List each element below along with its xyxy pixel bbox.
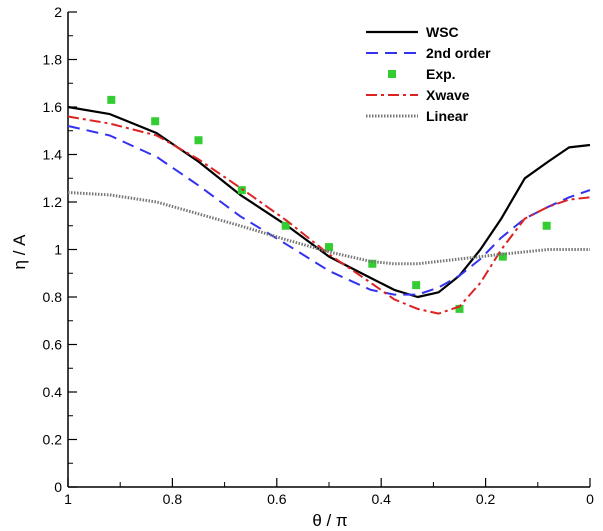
y-tick-label: 2 — [54, 4, 62, 20]
series-line-wsc — [67, 105, 591, 299]
x-axis-label: θ / π — [312, 511, 347, 530]
series-lines — [67, 95, 591, 315]
legend-label-linear: Linear — [426, 108, 469, 124]
data-point-exp — [455, 304, 464, 313]
data-point-exp — [542, 221, 551, 230]
legend-label-xwave: Xwave — [426, 87, 470, 103]
x-tick-label: 0.8 — [163, 491, 183, 507]
y-tick-label: 1.8 — [43, 52, 63, 68]
axis-ticks: 0 0.2 0.4 0.6 0.8 1 1.2 1.4 1.6 1.8 2 1 0.8 0.6 0.4 0.2… — [43, 4, 595, 507]
x-tick-label: 0.2 — [476, 491, 496, 507]
y-tick-label: 1.6 — [43, 99, 63, 115]
y-tick-label: 0.6 — [43, 337, 63, 353]
y-tick-label: 1.2 — [43, 194, 63, 210]
y-tick-label: 1.4 — [43, 147, 63, 163]
legend-label-2nd-order: 2nd order — [426, 45, 491, 61]
data-point-exp — [412, 281, 421, 290]
legend-swatch-exp — [388, 70, 396, 78]
x-tick-label: 1 — [64, 491, 72, 507]
y-tick-label: 0.2 — [43, 432, 63, 448]
x-tick-label: 0.6 — [267, 491, 287, 507]
series-line-2nd-order — [67, 125, 591, 296]
data-point-exp — [151, 117, 160, 126]
legend: WSC 2nd order Exp. Xwave Linear — [366, 24, 491, 124]
y-tick-label: 0.8 — [43, 289, 63, 305]
y-tick-label: 0 — [54, 479, 62, 495]
data-point-exp — [498, 252, 507, 261]
y-tick-label: 1 — [54, 242, 62, 258]
series-line-xwave — [67, 115, 591, 315]
legend-label-wsc: WSC — [426, 24, 459, 40]
series-line-linear — [67, 191, 590, 266]
y-axis-label: η / A — [10, 234, 29, 270]
data-point-exp — [107, 95, 116, 104]
data-point-exp — [237, 186, 246, 195]
legend-label-exp: Exp. — [426, 66, 456, 82]
data-point-exp — [194, 136, 203, 145]
x-tick-label: 0 — [586, 491, 594, 507]
x-tick-label: 0.4 — [371, 491, 391, 507]
data-point-exp — [281, 221, 290, 230]
data-point-exp — [368, 259, 377, 268]
data-point-exp — [325, 243, 333, 252]
y-tick-label: 0.4 — [43, 384, 63, 400]
